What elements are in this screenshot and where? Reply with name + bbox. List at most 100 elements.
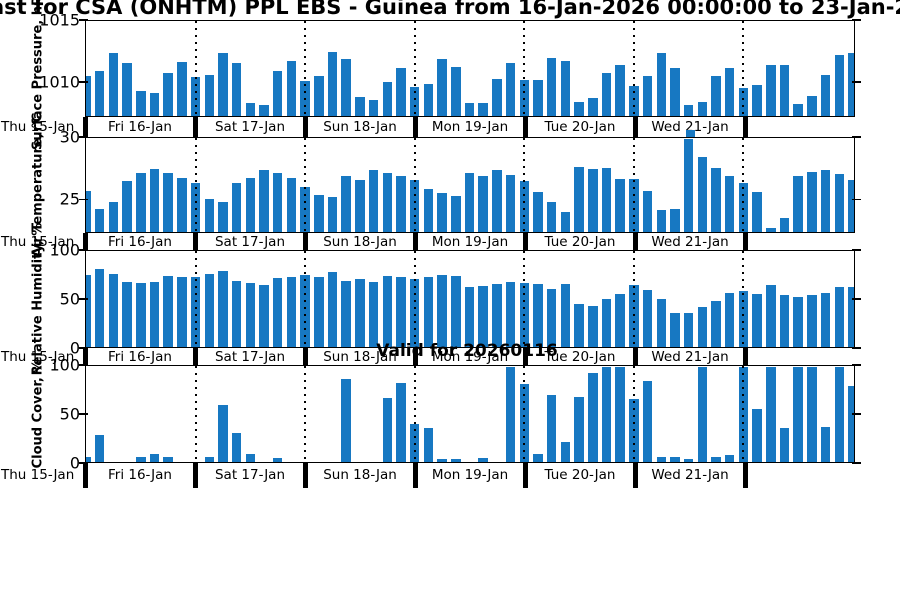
bar: [670, 67, 680, 116]
bar: [670, 312, 680, 347]
day-tick-mark: [742, 463, 748, 488]
bar: [492, 170, 502, 232]
xtick-label-day: Sun 18-Jan: [323, 467, 397, 483]
bar: [642, 290, 653, 347]
day-tick-mark: [522, 117, 528, 137]
x-label-row: Thu 15-Jan Fri 16-Jan Sat 17-Jan Sun 18-Jan…: [0, 348, 900, 365]
bar: [807, 95, 817, 116]
bar: [163, 275, 173, 347]
bar: [245, 102, 256, 116]
bar: [574, 397, 584, 462]
bar: [382, 82, 393, 116]
bar: [327, 197, 338, 232]
day-tick-mark: [412, 117, 418, 137]
bar: [108, 53, 119, 116]
bar: [204, 75, 215, 116]
day-tick-mark: [82, 348, 88, 365]
day-separator-line: [742, 138, 745, 232]
bar: [670, 209, 680, 232]
bar: [533, 284, 543, 347]
bar: [588, 97, 598, 116]
day-separator-line: [413, 251, 416, 347]
bar: [711, 168, 721, 232]
ytick-label: 50: [59, 289, 80, 309]
bar: [560, 211, 571, 232]
bar: [807, 294, 817, 347]
bar: [588, 372, 598, 462]
bar: [464, 172, 475, 232]
bar: [382, 398, 393, 462]
bar: [683, 105, 694, 116]
xtick-label-day: Tue 20-Jan: [544, 467, 616, 483]
bar: [423, 276, 434, 347]
xtick-label-day: Mon 19-Jan: [431, 348, 509, 365]
bar: [601, 168, 612, 232]
bar: [94, 209, 105, 232]
day-separator-line: [194, 21, 197, 116]
x-label-row: Thu 15-Jan Fri 16-Jan Sat 17-Jan Sun 18-Jan…: [0, 233, 900, 250]
bar: [601, 298, 612, 347]
bar: [94, 71, 105, 116]
ytick-mark: [852, 462, 861, 464]
bar: [724, 176, 735, 232]
bar: [724, 292, 735, 347]
ytick-mark: [79, 249, 88, 251]
bar: [697, 307, 708, 347]
xtick-label-day: Sat 17-Jan: [214, 348, 286, 365]
ytick-mark: [852, 347, 861, 349]
day-separator-line: [523, 251, 526, 347]
bar: [711, 457, 721, 462]
bar: [574, 304, 584, 347]
day-tick-mark: [302, 463, 308, 488]
bar: [807, 171, 817, 232]
bar: [437, 274, 447, 347]
xtick-label-start: Thu 15-Jan: [1, 233, 75, 250]
xtick-label-day: Sat 17-Jan: [214, 233, 286, 250]
bar: [724, 67, 735, 116]
bar: [355, 180, 365, 232]
bar: [272, 71, 283, 116]
bar: [122, 181, 132, 232]
bar: [177, 276, 187, 347]
xtick-label-day: Fri 16-Jan: [108, 348, 172, 365]
bar: [108, 273, 119, 347]
bar: [451, 275, 461, 347]
xtick-label-day: Sun 18-Jan: [323, 348, 397, 365]
bar: [574, 166, 584, 232]
day-tick-mark: [82, 463, 88, 488]
xtick-label-day: Sat 17-Jan: [214, 467, 286, 483]
day-separator-line: [742, 21, 745, 116]
day-tick-mark: [82, 117, 88, 137]
bar: [218, 201, 228, 232]
bar: [382, 275, 393, 347]
bar: [437, 459, 447, 462]
day-tick-mark: [412, 348, 418, 365]
bar: [204, 199, 215, 232]
bar: [533, 453, 543, 462]
bar: [478, 286, 488, 347]
bar: [122, 63, 132, 116]
bar: [163, 457, 173, 462]
bar: [574, 101, 584, 116]
bar: [478, 176, 488, 232]
bar: [341, 176, 351, 232]
bar: [820, 75, 831, 116]
bar: [368, 170, 379, 232]
bar: [149, 281, 160, 347]
ytick-mark: [79, 198, 88, 201]
ytick-mark: [79, 347, 88, 349]
bar: [355, 278, 365, 347]
subplot-0: [85, 20, 855, 117]
bar: [204, 273, 215, 347]
bar: [766, 367, 776, 462]
xtick-label-start: Thu 15-Jan: [1, 348, 75, 365]
day-tick-mark: [742, 233, 748, 250]
bar: [327, 272, 338, 347]
bar: [86, 274, 91, 347]
xtick-label-start: Thu 15-Jan: [1, 467, 75, 483]
day-separator-line: [523, 21, 526, 116]
ytick-mark: [852, 81, 861, 83]
bar: [793, 176, 803, 232]
ytick-mark: [852, 298, 861, 300]
